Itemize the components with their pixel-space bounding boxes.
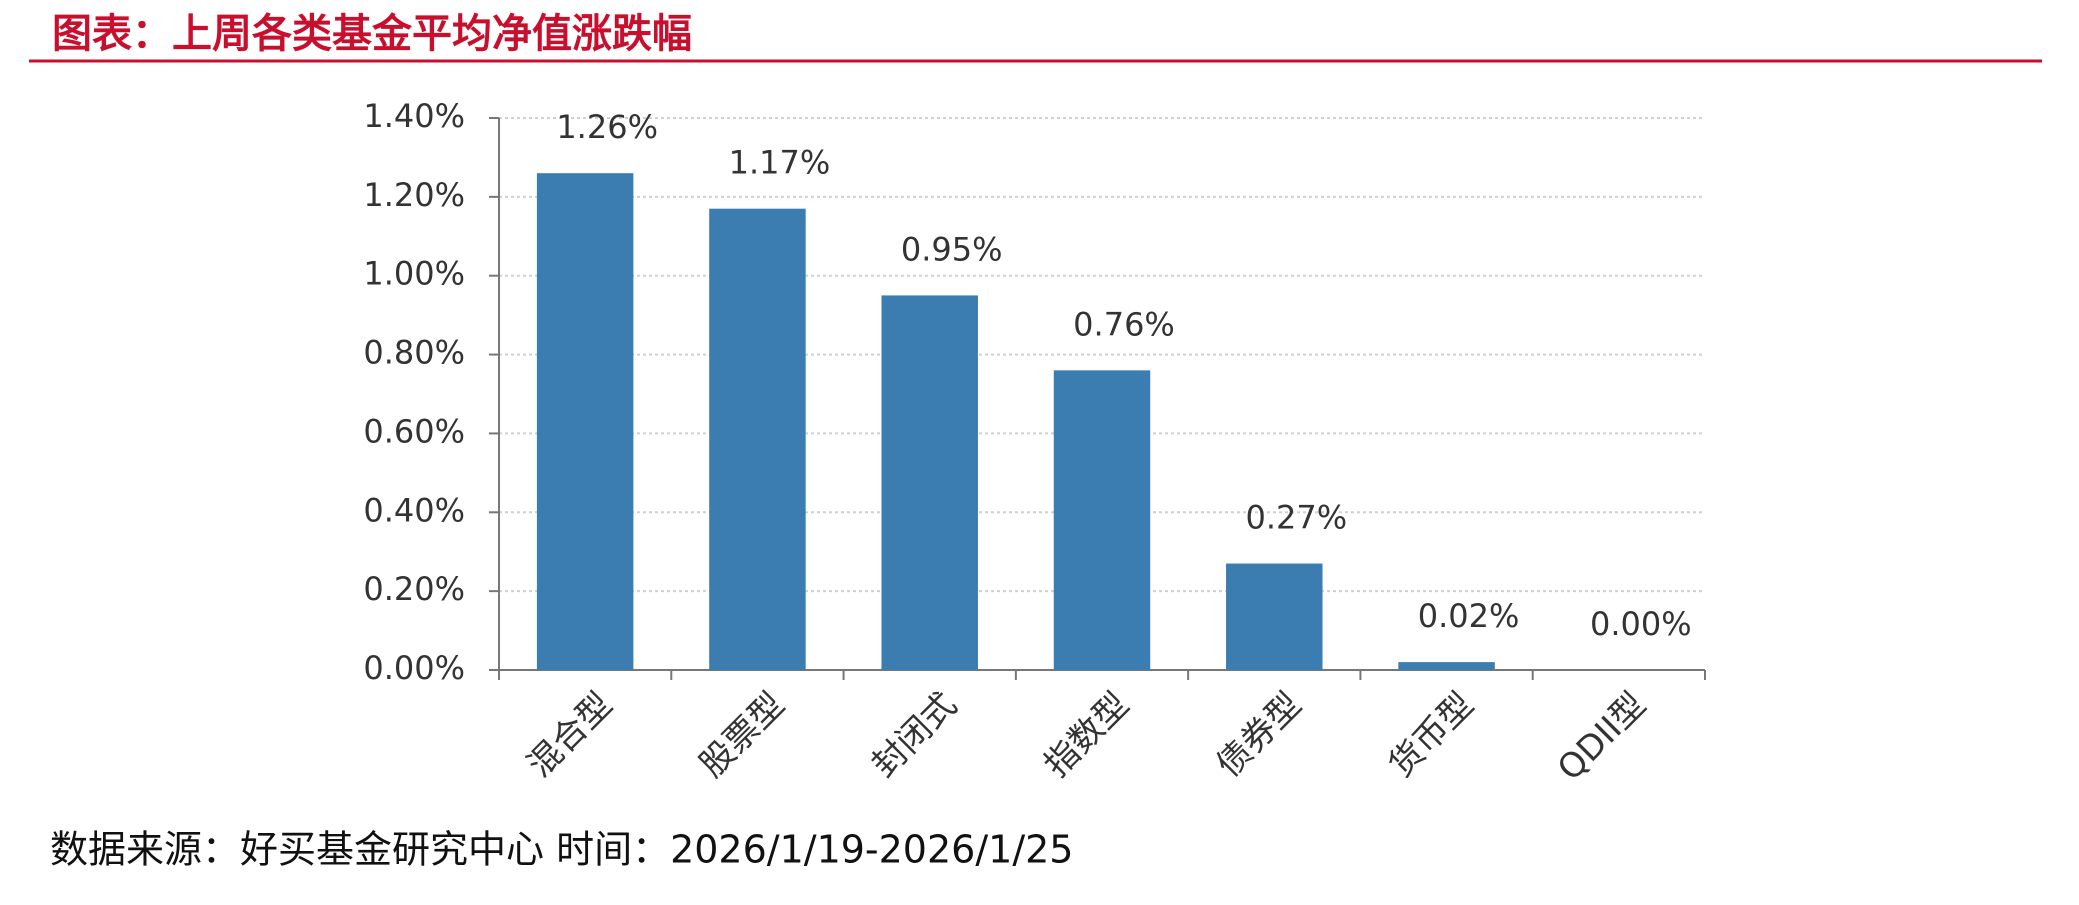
y-tick-label: 0.40%: [363, 491, 465, 529]
data-label: 0.95%: [901, 230, 1003, 268]
y-tick-label: 0.60%: [363, 412, 465, 450]
bar: [1053, 370, 1151, 670]
bar: [1226, 563, 1323, 670]
bar: [881, 295, 978, 670]
bar: [1398, 662, 1495, 670]
x-tick-label: QDII型: [1550, 685, 1654, 789]
y-tick-label: 0.00%: [363, 649, 465, 687]
bar: [536, 173, 634, 670]
data-label: 0.27%: [1245, 499, 1347, 537]
y-tick-label: 1.20%: [363, 176, 465, 214]
data-label: 0.76%: [1073, 305, 1175, 343]
source-note: 数据来源：好买基金研究中心 时间：2026/1/19-2026/1/25: [50, 828, 1073, 872]
x-tick-label: 混合型: [520, 685, 620, 785]
y-tick-label: 1.40%: [363, 97, 465, 135]
y-tick-label: 1.00%: [363, 255, 465, 293]
data-label: 0.02%: [1418, 597, 1520, 635]
x-tick-label: 指数型: [1037, 685, 1137, 785]
x-tick-label: 股票型: [692, 685, 792, 785]
x-tick-label: 封闭式: [864, 685, 964, 785]
data-label: 1.17%: [729, 144, 831, 182]
y-tick-label: 0.80%: [363, 334, 465, 372]
x-tick-label: 债券型: [1209, 685, 1309, 785]
data-label: 1.26%: [556, 108, 658, 146]
data-label: 0.00%: [1590, 605, 1692, 643]
bar: [709, 208, 806, 670]
x-tick-label: 货币型: [1381, 685, 1481, 785]
y-tick-label: 0.20%: [363, 570, 465, 608]
chart-title: 图表：上周各类基金平均净值涨跌幅: [52, 11, 692, 57]
